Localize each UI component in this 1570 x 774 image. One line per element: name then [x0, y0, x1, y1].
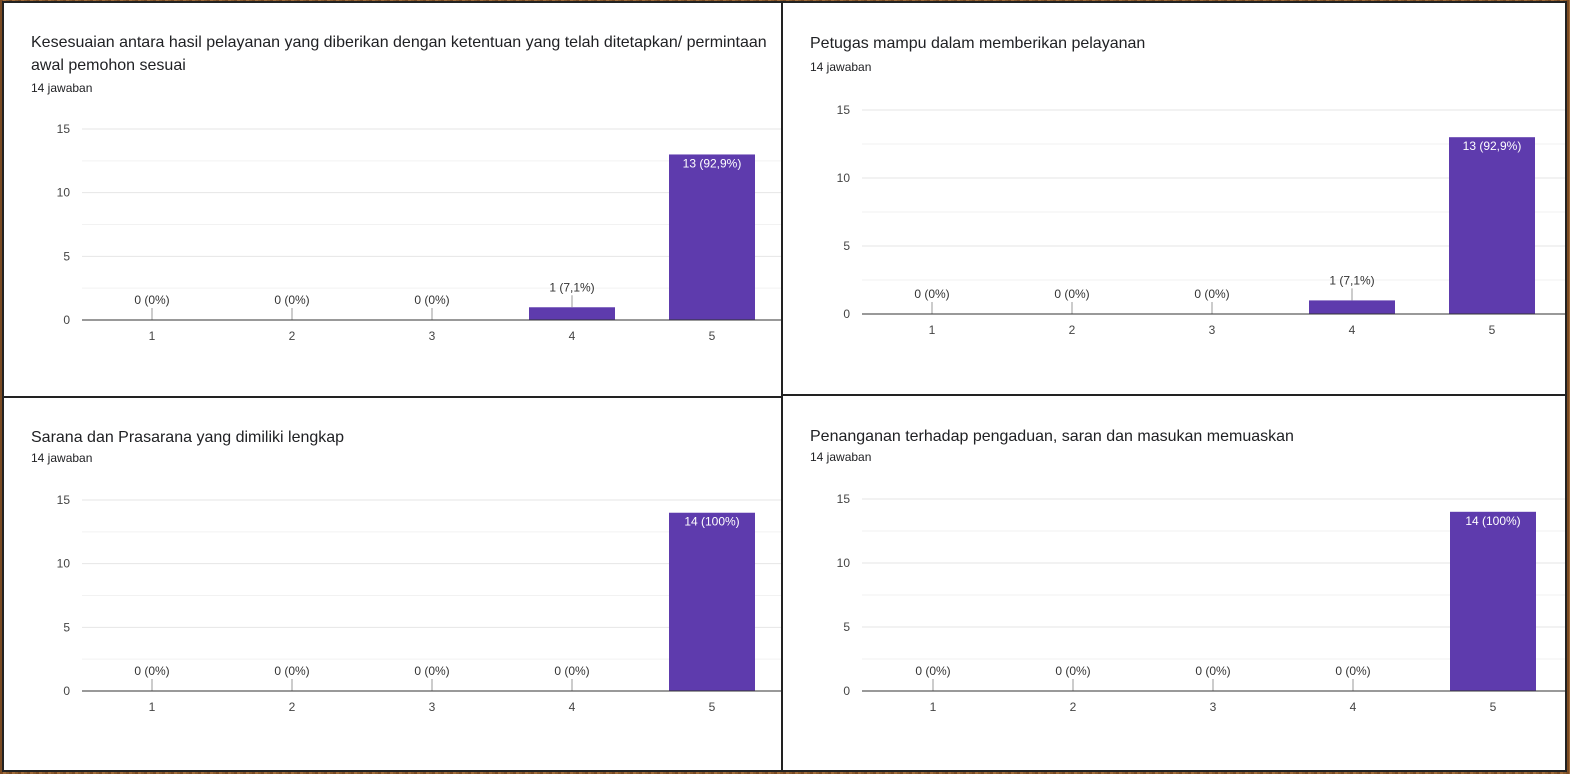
chart-title: Kesesuaian antara hasil pelayanan yang d… — [31, 34, 767, 74]
x-tick-label: 2 — [1070, 700, 1077, 714]
y-tick-label: 0 — [843, 684, 850, 698]
data-label: 0 (0%) — [1335, 664, 1370, 678]
y-tick-label: 0 — [843, 307, 850, 321]
bar — [1449, 137, 1535, 314]
data-label: 0 (0%) — [1195, 664, 1230, 678]
x-tick-label: 4 — [569, 700, 576, 714]
y-tick-label: 15 — [837, 492, 851, 506]
y-tick-label: 10 — [837, 556, 851, 570]
x-tick-label: 2 — [1069, 323, 1076, 337]
y-tick-label: 15 — [57, 493, 71, 507]
x-tick-label: 3 — [429, 700, 436, 714]
x-tick-label: 3 — [1210, 700, 1217, 714]
data-label: 13 (92,9%) — [1463, 139, 1522, 153]
data-label: 0 (0%) — [414, 664, 449, 678]
data-label: 1 (7,1%) — [549, 280, 594, 294]
chart-title: Petugas mampu dalam memberikan pelayanan — [810, 35, 1146, 52]
data-label: 0 (0%) — [414, 293, 449, 307]
data-label: 14 (100%) — [684, 515, 739, 529]
bar-chart: 0 5 10 15 1 0 (0%) 2 0 (0%) 3 0 (0%) 4 0 (0%) 5 14 (1… — [837, 492, 1565, 714]
y-tick-label: 5 — [63, 249, 70, 263]
chart-panel-2: Petugas mampu dalam memberikan pelayanan… — [781, 1, 1567, 398]
bar — [1309, 300, 1395, 314]
x-tick-label: 1 — [149, 700, 156, 714]
x-tick-label: 5 — [1490, 700, 1497, 714]
bar-chart: 0 5 10 15 1 0 (0%) 2 0 (0%) 3 0 (0%) 4 0 (0%) 5 14 (1… — [57, 493, 781, 714]
data-label: 0 (0%) — [274, 664, 309, 678]
chart-panel-4: Penanganan terhadap pengaduan, saran dan… — [781, 394, 1567, 772]
data-label: 0 (0%) — [915, 664, 950, 678]
y-tick-label: 15 — [57, 122, 71, 136]
bar-chart: 0 5 10 15 1 0 (0%) 2 0 (0%) 3 0 (0%) 4 1 (7,1%) 5 13 … — [837, 103, 1565, 337]
data-label: 14 (100%) — [1465, 514, 1520, 528]
data-label: 1 (7,1%) — [1329, 273, 1374, 287]
x-tick-label: 5 — [709, 700, 716, 714]
x-tick-label: 5 — [1489, 323, 1496, 337]
bar-chart: 0 5 10 15 1 0 (0%) 2 0 (0%) 3 0 (0%) 4 1 (7,1%) 5 13 … — [57, 122, 781, 343]
x-tick-label: 3 — [429, 329, 436, 343]
response-count: 14 jawaban — [31, 451, 93, 465]
y-tick-label: 15 — [837, 103, 851, 117]
y-tick-label: 10 — [837, 171, 851, 185]
bar — [669, 512, 755, 691]
data-label: 0 (0%) — [1055, 664, 1090, 678]
chart-title: Sarana dan Prasarana yang dimiliki lengk… — [31, 429, 345, 446]
y-tick-label: 0 — [63, 313, 70, 327]
data-label: 0 (0%) — [134, 664, 169, 678]
data-label: 13 (92,9%) — [683, 156, 742, 170]
x-tick-label: 2 — [289, 329, 296, 343]
bar — [1450, 511, 1536, 691]
chart-panel-1: Kesesuaian antara hasil pelayanan yang d… — [2, 1, 783, 398]
data-label: 0 (0%) — [914, 287, 949, 301]
bar — [529, 307, 615, 320]
chart-title: Penanganan terhadap pengaduan, saran dan… — [810, 428, 1294, 445]
y-tick-label: 5 — [843, 620, 850, 634]
x-tick-label: 1 — [929, 323, 936, 337]
data-label: 0 (0%) — [1054, 287, 1089, 301]
chart-panel-3: Sarana dan Prasarana yang dimiliki lengk… — [2, 396, 783, 772]
data-label: 0 (0%) — [554, 664, 589, 678]
x-tick-label: 4 — [569, 329, 576, 343]
response-count: 14 jawaban — [810, 60, 872, 74]
x-tick-label: 4 — [1349, 323, 1356, 337]
x-tick-label: 5 — [709, 329, 716, 343]
x-tick-label: 3 — [1209, 323, 1216, 337]
data-label: 0 (0%) — [1194, 287, 1229, 301]
y-tick-label: 5 — [843, 239, 850, 253]
response-count: 14 jawaban — [810, 450, 872, 464]
y-tick-label: 0 — [63, 684, 70, 698]
data-label: 0 (0%) — [274, 293, 309, 307]
y-tick-label: 10 — [57, 557, 71, 571]
bar — [669, 154, 755, 320]
x-tick-label: 2 — [289, 700, 296, 714]
data-label: 0 (0%) — [134, 293, 169, 307]
y-tick-label: 5 — [63, 620, 70, 634]
y-tick-label: 10 — [57, 186, 71, 200]
response-count: 14 jawaban — [31, 81, 93, 95]
x-tick-label: 1 — [930, 700, 937, 714]
x-tick-label: 1 — [149, 329, 156, 343]
x-tick-label: 4 — [1350, 700, 1357, 714]
